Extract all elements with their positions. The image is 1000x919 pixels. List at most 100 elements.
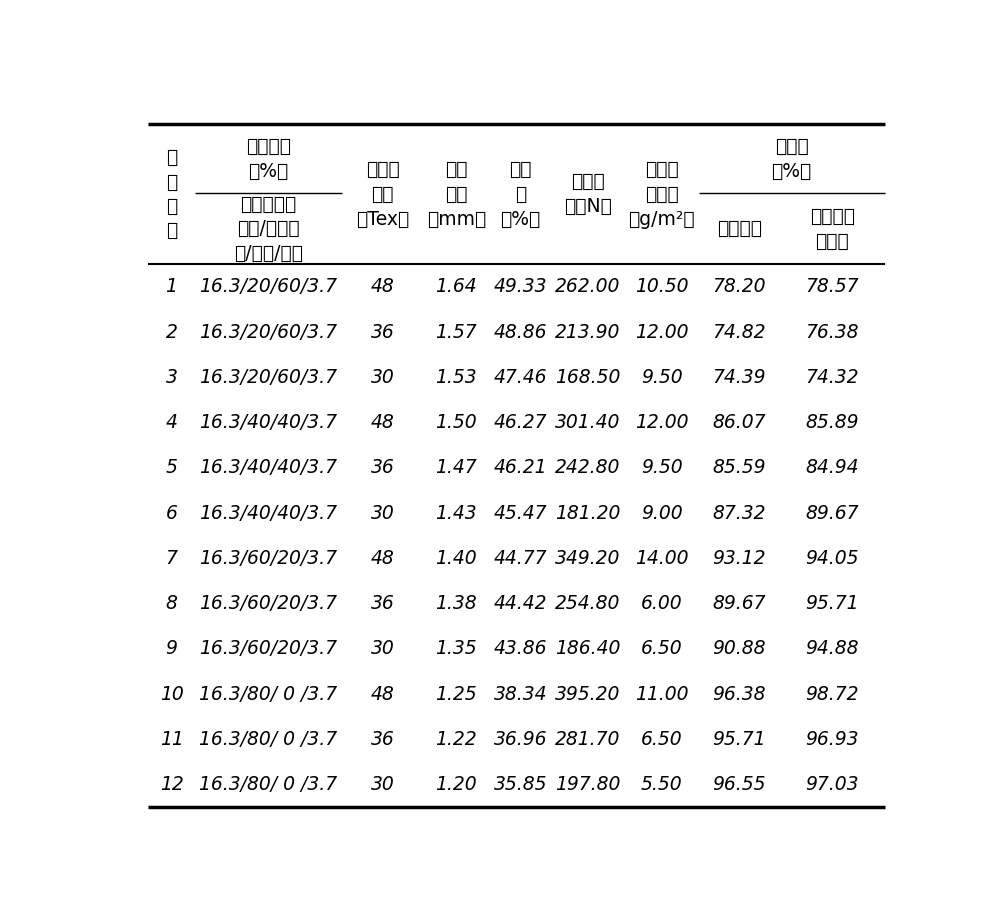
Text: 16.3/40/40/3.7: 16.3/40/40/3.7	[199, 414, 337, 432]
Text: 46.21: 46.21	[494, 459, 547, 477]
Text: 78.57: 78.57	[805, 278, 859, 297]
Text: 186.40: 186.40	[555, 640, 621, 658]
Text: 95.71: 95.71	[712, 730, 766, 749]
Text: 16.3/60/20/3.7: 16.3/60/20/3.7	[199, 640, 337, 658]
Text: 78.20: 78.20	[712, 278, 766, 297]
Text: 94.88: 94.88	[805, 640, 859, 658]
Text: 49.33: 49.33	[494, 278, 547, 297]
Text: 12.00: 12.00	[635, 323, 688, 342]
Text: 48.86: 48.86	[494, 323, 547, 342]
Text: 16.3/40/40/3.7: 16.3/40/40/3.7	[199, 504, 337, 523]
Text: 1.25: 1.25	[436, 685, 477, 704]
Text: 181.20: 181.20	[555, 504, 621, 523]
Text: 6.50: 6.50	[641, 640, 682, 658]
Text: 11.00: 11.00	[635, 685, 688, 704]
Text: 1.35: 1.35	[436, 640, 477, 658]
Text: 84.94: 84.94	[805, 459, 859, 477]
Text: 单位面
积失重
（g/m²）: 单位面 积失重 （g/m²）	[628, 160, 695, 229]
Text: 1.50: 1.50	[436, 414, 477, 432]
Text: 12: 12	[160, 775, 183, 794]
Text: 96.38: 96.38	[712, 685, 766, 704]
Text: 43.86: 43.86	[494, 640, 547, 658]
Text: 242.80: 242.80	[555, 459, 621, 477]
Text: 93.12: 93.12	[712, 549, 766, 568]
Text: 89.67: 89.67	[805, 504, 859, 523]
Text: 47.46: 47.46	[494, 368, 547, 387]
Text: 4: 4	[166, 414, 177, 432]
Text: 76.38: 76.38	[805, 323, 859, 342]
Text: 5.50: 5.50	[641, 775, 682, 794]
Text: 36.96: 36.96	[494, 730, 547, 749]
Text: 74.32: 74.32	[805, 368, 859, 387]
Text: 6: 6	[166, 504, 177, 523]
Text: 35.85: 35.85	[494, 775, 547, 794]
Text: 2: 2	[166, 323, 177, 342]
Text: 10.50: 10.50	[635, 278, 688, 297]
Text: 94.05: 94.05	[805, 549, 859, 568]
Text: 8: 8	[166, 594, 177, 613]
Text: 95.71: 95.71	[805, 594, 859, 613]
Text: 1.43: 1.43	[436, 504, 477, 523]
Text: 1.47: 1.47	[436, 459, 477, 477]
Text: 16.3/20/60/3.7: 16.3/20/60/3.7	[199, 323, 337, 342]
Text: 织物
厚度
（mm）: 织物 厚度 （mm）	[427, 160, 486, 229]
Text: 保温
率
（%）: 保温 率 （%）	[500, 160, 540, 229]
Text: 45.47: 45.47	[494, 504, 547, 523]
Text: 9.00: 9.00	[641, 504, 682, 523]
Text: 10: 10	[160, 685, 183, 704]
Text: 5: 5	[166, 459, 177, 477]
Text: 46.27: 46.27	[494, 414, 547, 432]
Text: 36: 36	[371, 323, 395, 342]
Text: 74.82: 74.82	[712, 323, 766, 342]
Text: 96.55: 96.55	[712, 775, 766, 794]
Text: 16.3/20/60/3.7: 16.3/20/60/3.7	[199, 278, 337, 297]
Text: 36: 36	[371, 730, 395, 749]
Text: 7: 7	[166, 549, 177, 568]
Text: 85.89: 85.89	[805, 414, 859, 432]
Text: 254.80: 254.80	[555, 594, 621, 613]
Text: 44.77: 44.77	[494, 549, 547, 568]
Text: 纤维成分
（%）: 纤维成分 （%）	[246, 137, 291, 181]
Text: 36: 36	[371, 594, 395, 613]
Text: 16.3/80/ 0 /3.7: 16.3/80/ 0 /3.7	[199, 775, 337, 794]
Text: 1.64: 1.64	[436, 278, 477, 297]
Text: 197.80: 197.80	[555, 775, 621, 794]
Text: 9.50: 9.50	[641, 368, 682, 387]
Text: 86.07: 86.07	[712, 414, 766, 432]
Text: 281.70: 281.70	[555, 730, 621, 749]
Text: 1.22: 1.22	[436, 730, 477, 749]
Text: 1.57: 1.57	[436, 323, 477, 342]
Text: 16.3/20/60/3.7: 16.3/20/60/3.7	[199, 368, 337, 387]
Text: 6.50: 6.50	[641, 730, 682, 749]
Text: 349.20: 349.20	[555, 549, 621, 568]
Text: 抑菌率
（%）: 抑菌率 （%）	[771, 137, 812, 181]
Text: 棉型亲水性
涤纶/芦荟纤
维/羊毛/氨纶: 棉型亲水性 涤纶/芦荟纤 维/羊毛/氨纶	[234, 195, 303, 263]
Text: 262.00: 262.00	[555, 278, 621, 297]
Text: 89.67: 89.67	[712, 594, 766, 613]
Text: 30: 30	[371, 504, 395, 523]
Text: 90.88: 90.88	[712, 640, 766, 658]
Text: 1.20: 1.20	[436, 775, 477, 794]
Text: 11: 11	[160, 730, 183, 749]
Text: 金黄色葡
萄球菌: 金黄色葡 萄球菌	[810, 208, 855, 251]
Text: 1: 1	[166, 278, 177, 297]
Text: 1.38: 1.38	[436, 594, 477, 613]
Text: 9.50: 9.50	[641, 459, 682, 477]
Text: 12.00: 12.00	[635, 414, 688, 432]
Text: 96.93: 96.93	[805, 730, 859, 749]
Text: 样
品
编
号: 样 品 编 号	[166, 148, 177, 240]
Text: 74.39: 74.39	[712, 368, 766, 387]
Text: 16.3/80/ 0 /3.7: 16.3/80/ 0 /3.7	[199, 730, 337, 749]
Text: 30: 30	[371, 368, 395, 387]
Text: 3: 3	[166, 368, 177, 387]
Text: 98.72: 98.72	[805, 685, 859, 704]
Text: 30: 30	[371, 775, 395, 794]
Text: 87.32: 87.32	[712, 504, 766, 523]
Text: 16.3/80/ 0 /3.7: 16.3/80/ 0 /3.7	[199, 685, 337, 704]
Text: 97.03: 97.03	[805, 775, 859, 794]
Text: 1.40: 1.40	[436, 549, 477, 568]
Text: 48: 48	[371, 549, 395, 568]
Text: 213.90: 213.90	[555, 323, 621, 342]
Text: 设计线
密度
（Tex）: 设计线 密度 （Tex）	[356, 160, 409, 229]
Text: 85.59: 85.59	[712, 459, 766, 477]
